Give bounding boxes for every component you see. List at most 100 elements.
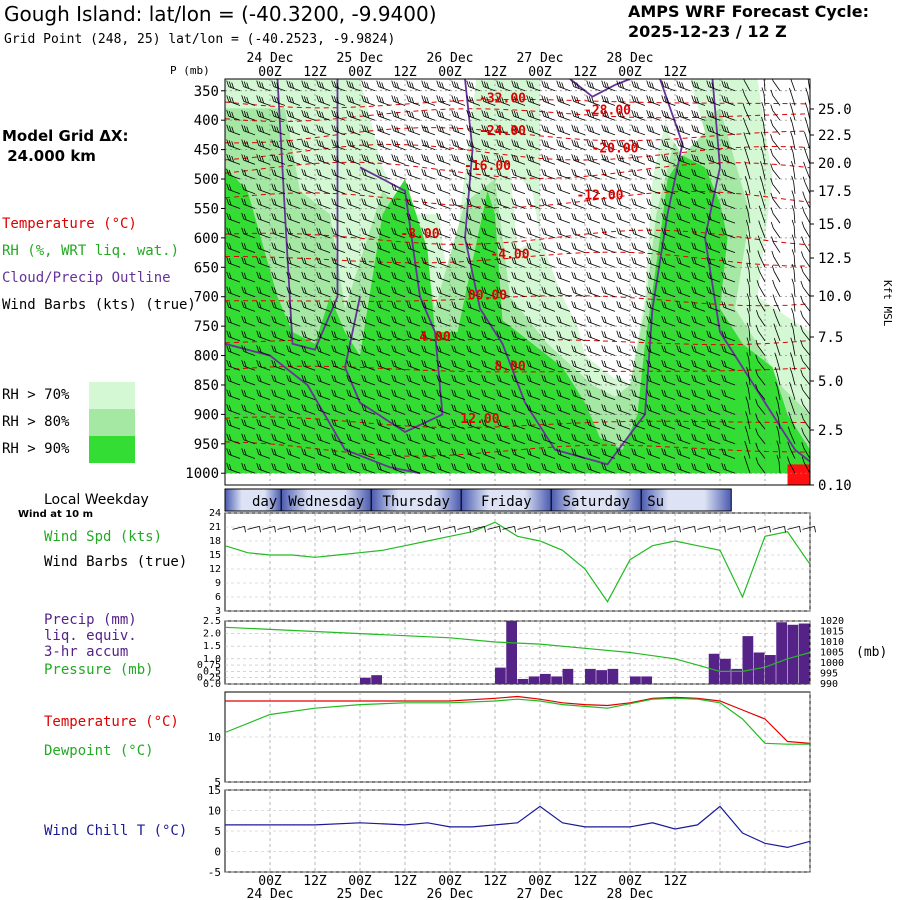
wind-barb <box>376 389 391 401</box>
precip-bar <box>708 653 720 684</box>
wind-barb <box>601 139 616 150</box>
wind-barb <box>691 168 706 180</box>
surface-wind-barb <box>532 525 545 530</box>
wind-barb <box>804 132 810 150</box>
wind-barb <box>496 154 511 165</box>
wind-barb <box>631 168 646 180</box>
wind-barb <box>241 448 256 459</box>
location-latlon: lat/lon = (-40.3200, -9.9400) <box>148 2 437 26</box>
wind-barb <box>421 448 436 459</box>
wind-barb <box>226 315 241 327</box>
wind-barb <box>757 250 766 268</box>
wind-barb <box>742 88 751 106</box>
height-tick-label: 2.5 <box>818 423 843 439</box>
wind-barb <box>466 227 481 239</box>
wind-barb <box>571 448 586 459</box>
wind-barb <box>331 462 346 474</box>
wind-barb <box>481 80 496 92</box>
model-grid-label: Model Grid ΔX: <box>2 127 129 145</box>
wind-barb <box>241 418 256 430</box>
wind-barb <box>511 183 526 195</box>
wind-barb <box>511 257 526 268</box>
wind-barb <box>406 301 421 312</box>
wind-barb <box>301 242 316 253</box>
wind-barb <box>466 154 481 165</box>
wind-barb <box>556 227 571 239</box>
wind-barb <box>406 418 421 430</box>
wind-barb <box>316 433 331 445</box>
surface-wind-barb-flag <box>244 526 246 533</box>
height-tick-label: 15.0 <box>818 217 852 233</box>
wind-barb <box>241 124 256 136</box>
wind-barb <box>791 219 796 238</box>
wind-barb <box>466 360 481 371</box>
wind-barb <box>451 286 466 298</box>
wind-barb <box>361 360 376 371</box>
wind-barb <box>316 271 331 283</box>
precip-tick-label: 0.75 <box>197 660 221 671</box>
wind-barb <box>676 433 691 445</box>
wind-barb <box>706 168 721 180</box>
wind-barb <box>755 413 766 430</box>
wind-barb <box>376 95 391 106</box>
pressure-tick-label: 650 <box>194 260 219 276</box>
wind-barb <box>721 212 736 224</box>
wind-barb <box>760 161 766 180</box>
wind-barb <box>721 271 736 283</box>
wind-barb <box>316 227 331 239</box>
wind-barb <box>541 95 556 106</box>
wind-barb <box>436 154 451 165</box>
wind-barb <box>556 95 571 106</box>
wind-barb <box>601 212 616 224</box>
wind-barb <box>481 198 496 209</box>
wind-barb <box>346 109 361 121</box>
wind-barb <box>801 427 810 445</box>
wind-barb <box>661 212 676 224</box>
wind-barb <box>451 301 466 312</box>
precip-bar <box>540 673 551 684</box>
wind-barb <box>496 271 511 283</box>
surface-wind-barb <box>592 525 605 530</box>
surface-wind-barb <box>487 525 500 530</box>
surface-wind-barb <box>607 525 620 530</box>
wind-barb <box>436 80 451 92</box>
wind-barb <box>241 286 256 298</box>
wind-barb <box>631 80 646 92</box>
wind-barb <box>772 79 781 91</box>
temperature-contour <box>225 161 810 179</box>
wind-barb <box>661 227 676 239</box>
wind-barb <box>511 315 526 327</box>
surface-wind-barb-flag <box>724 526 726 533</box>
wind-barb <box>421 139 436 150</box>
wind-barb <box>421 433 436 445</box>
wind-barb <box>286 389 301 401</box>
wind-tick-label: 18 <box>209 536 221 547</box>
wind-barb <box>361 433 376 445</box>
wind-barb <box>807 79 810 91</box>
wind-barb <box>271 404 286 415</box>
wind-barb <box>541 301 556 312</box>
wind-barb <box>436 139 451 150</box>
wind-barb <box>286 124 301 136</box>
wind-barb <box>511 271 526 283</box>
pressure-tick-label: 350 <box>194 84 219 100</box>
precip-tick-label: 0.25 <box>197 673 221 684</box>
wind-barb <box>661 183 676 195</box>
wind-barb <box>661 448 676 459</box>
wind-barb <box>331 257 346 268</box>
wind-barb <box>646 154 661 165</box>
wind-barb <box>376 183 391 195</box>
wind-barb <box>631 286 646 298</box>
wind-barb <box>436 345 451 356</box>
date-label: 24 Dec <box>247 51 294 66</box>
wind-barb <box>721 198 736 209</box>
wind-barb <box>421 198 436 209</box>
time-tick-label: 12Z <box>393 874 417 889</box>
wind-barb <box>616 168 631 180</box>
wind-barb <box>451 315 466 327</box>
wind-barb <box>616 80 631 92</box>
wind-barb <box>571 404 586 415</box>
wind-barb <box>406 139 421 150</box>
cross-section-panel: -32.00 -28.00 -24.00 -20.00 -16.00 -12.00 -8.0… <box>224 78 811 486</box>
